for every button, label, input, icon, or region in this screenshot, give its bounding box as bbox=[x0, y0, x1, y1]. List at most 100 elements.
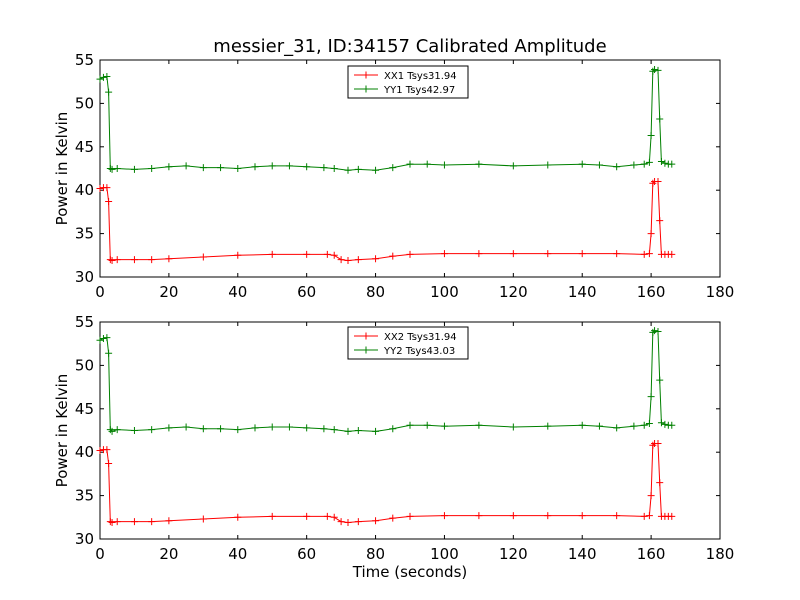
legend-box bbox=[347, 326, 469, 360]
data-point bbox=[234, 251, 242, 259]
data-point bbox=[165, 255, 173, 263]
data-point bbox=[656, 115, 664, 123]
y-tick-label: 35 bbox=[75, 225, 94, 243]
data-point bbox=[106, 426, 114, 434]
x-axis-label: Time (seconds) bbox=[352, 563, 468, 581]
data-point bbox=[130, 518, 138, 526]
series-yy2 bbox=[96, 327, 676, 435]
data-point bbox=[578, 421, 586, 429]
data-point bbox=[113, 518, 121, 526]
data-point bbox=[647, 132, 655, 140]
legend-label: YY2 Tsys43.03 bbox=[383, 346, 455, 357]
data-point bbox=[165, 517, 173, 525]
data-point bbox=[509, 423, 517, 431]
data-point bbox=[130, 256, 138, 264]
data-point bbox=[303, 512, 311, 520]
series-xx1 bbox=[96, 178, 676, 265]
data-point bbox=[148, 426, 156, 434]
data-point bbox=[130, 427, 138, 434]
data-point bbox=[544, 250, 552, 258]
data-point bbox=[656, 376, 664, 384]
data-point bbox=[96, 336, 104, 344]
data-point bbox=[645, 250, 653, 258]
data-point bbox=[320, 425, 328, 433]
data-point bbox=[108, 519, 116, 527]
data-point bbox=[475, 512, 483, 520]
x-tick-label: 80 bbox=[366, 283, 385, 301]
data-point bbox=[645, 512, 653, 520]
data-point bbox=[654, 66, 662, 74]
data-point bbox=[406, 512, 414, 520]
data-point bbox=[423, 160, 431, 168]
data-point bbox=[323, 512, 331, 520]
data-point bbox=[182, 423, 190, 431]
x-tick-label: 160 bbox=[637, 545, 666, 563]
y-tick-label: 55 bbox=[75, 51, 94, 69]
data-point bbox=[475, 250, 483, 258]
y-tick-label: 50 bbox=[75, 356, 94, 374]
x-tick-label: 140 bbox=[568, 283, 597, 301]
data-point bbox=[96, 446, 104, 454]
bottom-subplot: 30 35 40 45 50 55 0 20 40 60 80 100 120 140 160 180 Powe… bbox=[53, 313, 734, 563]
data-point bbox=[668, 512, 676, 520]
data-point bbox=[303, 424, 311, 432]
x-tick-label: 60 bbox=[297, 283, 316, 301]
data-point bbox=[251, 424, 259, 432]
data-point bbox=[108, 165, 116, 173]
data-point bbox=[99, 73, 107, 81]
data-point bbox=[330, 513, 338, 521]
data-point bbox=[130, 165, 138, 173]
data-point bbox=[578, 512, 586, 520]
legend-label: XX1 Tsys31.94 bbox=[384, 71, 457, 82]
data-point bbox=[217, 164, 225, 172]
y-axis: 30 35 40 45 50 55 bbox=[75, 313, 720, 548]
data-point bbox=[595, 422, 603, 430]
data-point bbox=[103, 446, 111, 454]
data-point bbox=[96, 75, 104, 83]
data-point bbox=[105, 349, 113, 357]
y-tick-label: 40 bbox=[75, 443, 94, 461]
data-point bbox=[234, 513, 242, 521]
data-point bbox=[323, 250, 331, 258]
legend-label: XX2 Tsys31.94 bbox=[384, 332, 457, 343]
data-point bbox=[199, 253, 207, 261]
data-point bbox=[647, 230, 655, 238]
y-tick-label: 30 bbox=[75, 530, 94, 548]
data-point bbox=[344, 166, 352, 174]
data-point bbox=[544, 422, 552, 430]
data-point bbox=[268, 512, 276, 520]
data-point bbox=[654, 178, 662, 186]
legend-marker bbox=[362, 346, 370, 354]
data-point bbox=[640, 250, 648, 258]
data-point bbox=[103, 184, 111, 192]
x-tick-label: 180 bbox=[706, 283, 735, 301]
data-point bbox=[613, 163, 621, 171]
data-point bbox=[649, 179, 657, 187]
data-point bbox=[344, 519, 352, 527]
legend: XX1 Tsys31.94 YY1 Tsys42.97 bbox=[347, 65, 469, 99]
data-point bbox=[647, 393, 655, 401]
y-axis-label: Power in Kelvin bbox=[53, 112, 71, 226]
data-point bbox=[330, 426, 338, 434]
data-point bbox=[148, 165, 156, 172]
data-point bbox=[165, 424, 173, 432]
data-point bbox=[657, 419, 665, 427]
data-point bbox=[640, 160, 648, 168]
data-point bbox=[337, 256, 345, 264]
data-point bbox=[640, 512, 648, 520]
data-point bbox=[578, 250, 586, 258]
data-point bbox=[354, 518, 362, 526]
top-subplot: 30 35 40 45 50 55 0 20 40 60 80 100 120 140 160 180 Powe… bbox=[53, 51, 734, 301]
data-point bbox=[440, 250, 448, 258]
data-point bbox=[105, 459, 113, 467]
data-point bbox=[657, 158, 665, 166]
y-tick-label: 40 bbox=[75, 181, 94, 199]
y-tick-label: 30 bbox=[75, 268, 94, 286]
data-point bbox=[389, 252, 397, 260]
data-point bbox=[654, 328, 662, 336]
data-point bbox=[656, 217, 664, 225]
data-point bbox=[649, 328, 657, 336]
data-point bbox=[330, 165, 338, 172]
data-point bbox=[106, 165, 114, 172]
